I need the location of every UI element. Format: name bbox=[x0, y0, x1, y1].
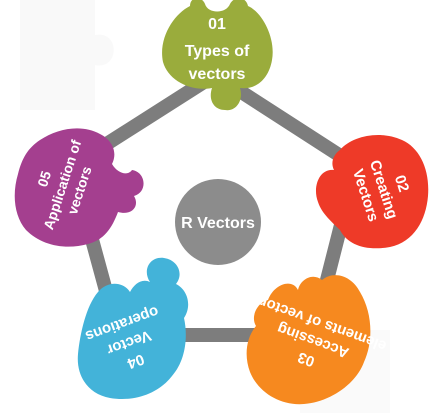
piece-05-number: 05 bbox=[34, 169, 54, 189]
puzzle-piece-05-shape bbox=[14, 128, 144, 247]
puzzle-piece-02: 02 Creating Vectors bbox=[315, 135, 429, 249]
center-label: R Vectors bbox=[181, 215, 255, 232]
puzzle-piece-02-shape bbox=[315, 135, 429, 249]
piece-04-number: 04 bbox=[124, 350, 146, 372]
center-circle bbox=[175, 179, 261, 265]
puzzle-piece-04-shape bbox=[77, 257, 189, 400]
piece-01-title-line1: Types of bbox=[185, 43, 250, 60]
piece-03-number: 03 bbox=[296, 348, 317, 370]
puzzle-piece-01-shape bbox=[162, 0, 273, 111]
puzzle-piece-03-shape bbox=[246, 275, 371, 405]
piece-01-number: 01 bbox=[208, 16, 226, 33]
puzzle-piece-04: 04 Vector operations bbox=[77, 257, 189, 400]
piece-02-number: 02 bbox=[391, 173, 412, 194]
piece-01-title-line2: vectors bbox=[189, 66, 246, 83]
center-node: R Vectors bbox=[175, 179, 261, 265]
puzzle-piece-01: 01 Types of vectors bbox=[162, 0, 273, 111]
puzzle-piece-05: 05 Application of vectors bbox=[14, 128, 144, 247]
